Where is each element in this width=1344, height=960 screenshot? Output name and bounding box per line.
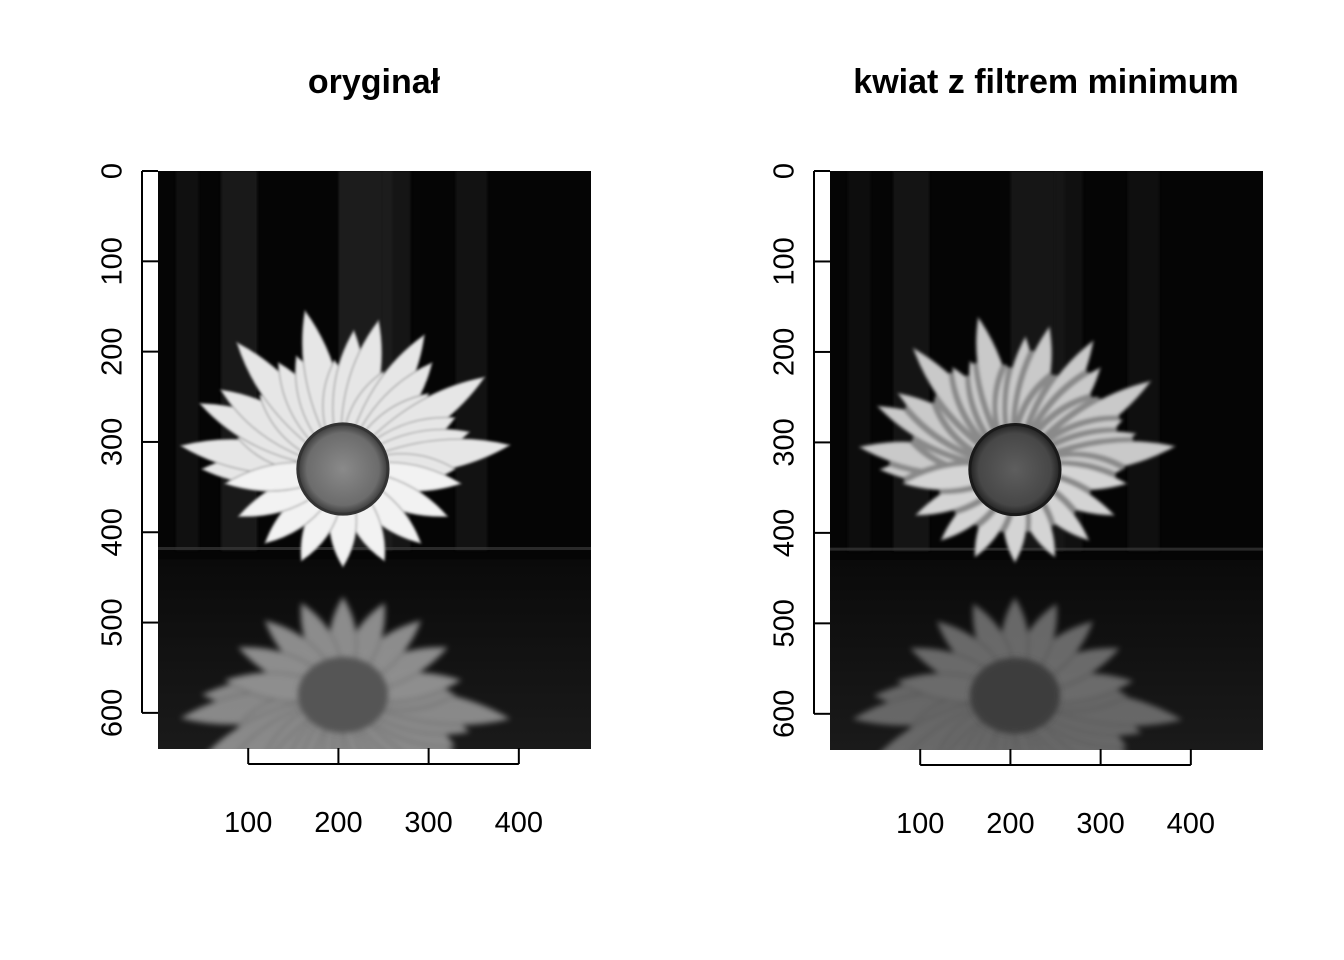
y-tick-label: 0 bbox=[97, 163, 129, 179]
y-tick-label: 600 bbox=[97, 689, 129, 737]
y-tick-label: 0 bbox=[769, 163, 801, 179]
y-axis: 0 100 200 300 400 500 600 bbox=[769, 163, 830, 738]
reflection-center bbox=[969, 657, 1061, 734]
tree-trunk bbox=[1127, 171, 1160, 551]
panel-title: oryginał bbox=[308, 63, 441, 101]
y-tick-label: 100 bbox=[97, 237, 129, 285]
flower-center bbox=[296, 422, 390, 516]
x-tick-label: 100 bbox=[224, 807, 272, 839]
panel-title: kwiat z filtrem minimum bbox=[853, 63, 1238, 101]
x-tick-label: 400 bbox=[495, 807, 543, 839]
flower-image-filtered bbox=[830, 171, 1263, 750]
x-tick-label: 200 bbox=[314, 807, 362, 839]
y-tick-label: 500 bbox=[769, 599, 801, 647]
reflection bbox=[179, 596, 511, 749]
tree-trunk bbox=[176, 171, 199, 551]
y-tick-label: 100 bbox=[769, 237, 801, 285]
reflection-center bbox=[297, 656, 389, 733]
x-tick-label: 200 bbox=[986, 808, 1034, 840]
x-axis: 100 200 300 400 bbox=[224, 748, 543, 839]
panel-original: oryginał 0 100 200 300 400 500 600 100 200 300 40… bbox=[97, 63, 591, 839]
x-tick-label: 300 bbox=[1076, 808, 1124, 840]
x-tick-label: 400 bbox=[1167, 808, 1215, 840]
y-tick-label: 300 bbox=[97, 418, 129, 466]
y-tick-label: 400 bbox=[769, 509, 801, 557]
y-tick-label: 200 bbox=[769, 328, 801, 376]
panel-minimum-filter: kwiat z filtrem minimum 0 100 200 300 400 500… bbox=[769, 63, 1263, 840]
x-tick-label: 100 bbox=[896, 808, 944, 840]
tree-trunk bbox=[455, 171, 488, 551]
y-tick-label: 400 bbox=[97, 508, 129, 556]
y-tick-label: 500 bbox=[97, 598, 129, 646]
y-tick-label: 300 bbox=[769, 418, 801, 466]
y-axis: 0 100 200 300 400 500 600 bbox=[97, 163, 158, 737]
reflection bbox=[851, 596, 1183, 750]
tree-trunk bbox=[848, 171, 871, 551]
flower-center bbox=[968, 422, 1062, 517]
x-axis: 100 200 300 400 bbox=[896, 749, 1215, 840]
y-tick-label: 600 bbox=[769, 690, 801, 738]
x-tick-label: 300 bbox=[404, 807, 452, 839]
y-tick-label: 200 bbox=[97, 327, 129, 375]
flower-image bbox=[158, 171, 591, 749]
